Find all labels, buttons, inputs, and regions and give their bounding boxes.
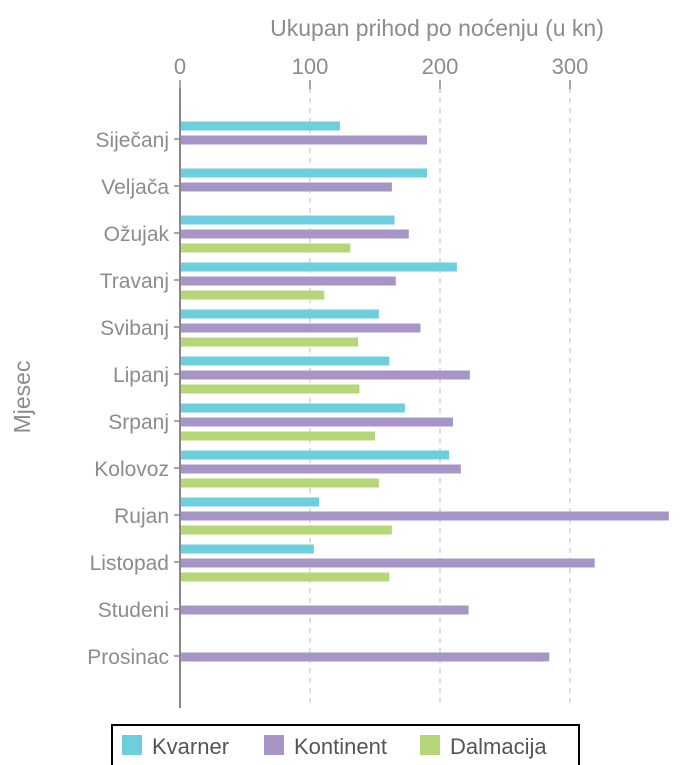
category-label: Srpanj (108, 411, 169, 434)
bar-kvarner (180, 497, 320, 507)
bar-kontinent (180, 558, 595, 568)
bar-kvarner (180, 168, 427, 178)
category-label: Kolovoz (94, 458, 169, 481)
category-label: Lipanj (113, 364, 169, 387)
bar-kontinent (180, 135, 427, 145)
bar-kontinent (180, 323, 421, 333)
legend-swatch-kvarner (122, 735, 142, 755)
bar-kvarner (180, 450, 450, 460)
category-label: Svibanj (100, 317, 169, 340)
category-label: Studeni (98, 599, 169, 622)
category-label: Rujan (114, 505, 169, 528)
category-label: Siječanj (95, 129, 169, 152)
y-axis-title: Mjesec (9, 361, 35, 434)
bar-dalmacija (180, 290, 325, 300)
x-tick-label: 200 (422, 54, 459, 79)
legend-swatch-dalmacija (420, 735, 440, 755)
legend-swatch-kontinent (264, 735, 284, 755)
category-label: Ožujak (104, 223, 170, 246)
x-tick-label: 100 (292, 54, 329, 79)
bar-kvarner (180, 403, 405, 413)
legend-label-kvarner: Kvarner (152, 734, 229, 759)
bar-kvarner (180, 215, 395, 225)
legend: Kvarner Kontinent Dalmacija (111, 724, 580, 765)
bar-dalmacija (180, 525, 392, 535)
bar-kontinent (180, 511, 669, 521)
bar-kontinent (180, 370, 470, 380)
x-tick-label: 0 (174, 54, 186, 79)
grid (309, 88, 571, 708)
bar-dalmacija (180, 431, 375, 441)
bar-kontinent (180, 652, 550, 662)
bar-kvarner (180, 121, 340, 131)
bar-kvarner (180, 356, 390, 366)
bar-dalmacija (180, 243, 351, 253)
legend-label-dalmacija: Dalmacija (450, 734, 547, 759)
bar-dalmacija (180, 384, 360, 394)
category-label: Travanj (100, 270, 169, 293)
x-tick-labels: 0 100 200 300 (174, 54, 588, 89)
legend-box (111, 724, 580, 765)
bar-dalmacija (180, 478, 379, 488)
legend-label-kontinent: Kontinent (294, 734, 387, 759)
bar-kontinent (180, 276, 396, 286)
bar-kontinent (180, 464, 461, 474)
category-labels: Siječanj Veljača Ožujak Travanj Svibanj Lipan… (87, 129, 180, 669)
x-axis-title: Ukupan prihod po noćenju (u kn) (270, 15, 604, 41)
bar-kvarner (180, 262, 457, 272)
bar-kvarner (180, 309, 379, 319)
bar-kontinent (180, 182, 392, 192)
bar-dalmacija (180, 572, 390, 582)
bar-kvarner (180, 544, 314, 554)
bars (180, 121, 669, 662)
category-label: Prosinac (87, 646, 169, 669)
category-label: Veljača (101, 176, 169, 199)
bar-kontinent (180, 605, 469, 615)
bar-kontinent (180, 417, 453, 427)
category-label: Listopad (90, 552, 169, 575)
bar-dalmacija (180, 337, 359, 347)
bar-kontinent (180, 229, 409, 239)
x-tick-label: 300 (552, 54, 589, 79)
